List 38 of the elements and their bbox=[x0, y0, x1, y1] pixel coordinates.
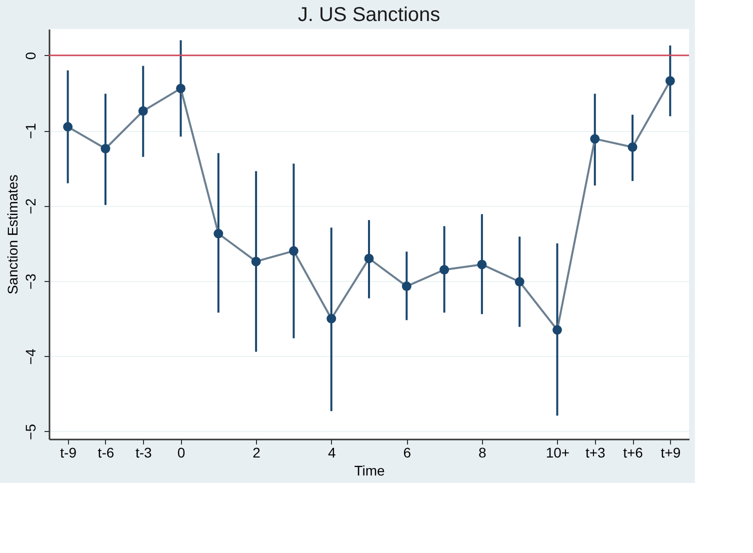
x-tick-label: t+6 bbox=[623, 444, 644, 460]
point bbox=[628, 142, 638, 152]
point bbox=[138, 106, 148, 116]
point bbox=[214, 228, 224, 238]
point bbox=[63, 122, 73, 132]
y-tick-label: −5 bbox=[22, 424, 38, 440]
point bbox=[440, 265, 450, 274]
x-tick-label: 2 bbox=[252, 444, 261, 460]
point bbox=[477, 260, 487, 270]
x-tick-label: t-6 bbox=[98, 444, 114, 460]
chart-title: J. US Sanctions bbox=[298, 4, 440, 26]
y-axis-title: Sanction Estimates bbox=[4, 174, 20, 294]
point bbox=[251, 256, 261, 266]
point bbox=[665, 76, 675, 86]
point bbox=[100, 144, 110, 154]
x-tick-label: 8 bbox=[478, 444, 487, 460]
point bbox=[288, 246, 298, 256]
x-tick-label: 6 bbox=[403, 444, 412, 460]
y-tick-label: 0 bbox=[22, 52, 38, 60]
point bbox=[176, 84, 186, 94]
point bbox=[552, 325, 562, 335]
y-tick-label: −1 bbox=[22, 122, 38, 140]
x-axis-title: Time bbox=[354, 462, 386, 478]
x-tick-label: 0 bbox=[177, 444, 186, 460]
x-tick-label: 4 bbox=[328, 444, 336, 460]
x-tick-label: t+3 bbox=[585, 444, 606, 460]
point bbox=[402, 282, 412, 292]
point bbox=[364, 254, 374, 264]
point bbox=[326, 314, 336, 324]
y-tick-label: −4 bbox=[22, 348, 38, 365]
point bbox=[514, 277, 524, 287]
y-tick-label: −3 bbox=[22, 273, 38, 290]
x-tick-label: t+9 bbox=[660, 444, 681, 460]
x-tick-label: 10+ bbox=[546, 444, 570, 460]
point bbox=[590, 134, 600, 144]
x-tick-label: t-9 bbox=[60, 444, 77, 460]
x-tick-label: t-3 bbox=[135, 444, 152, 460]
y-tick-label: −2 bbox=[22, 198, 38, 214]
